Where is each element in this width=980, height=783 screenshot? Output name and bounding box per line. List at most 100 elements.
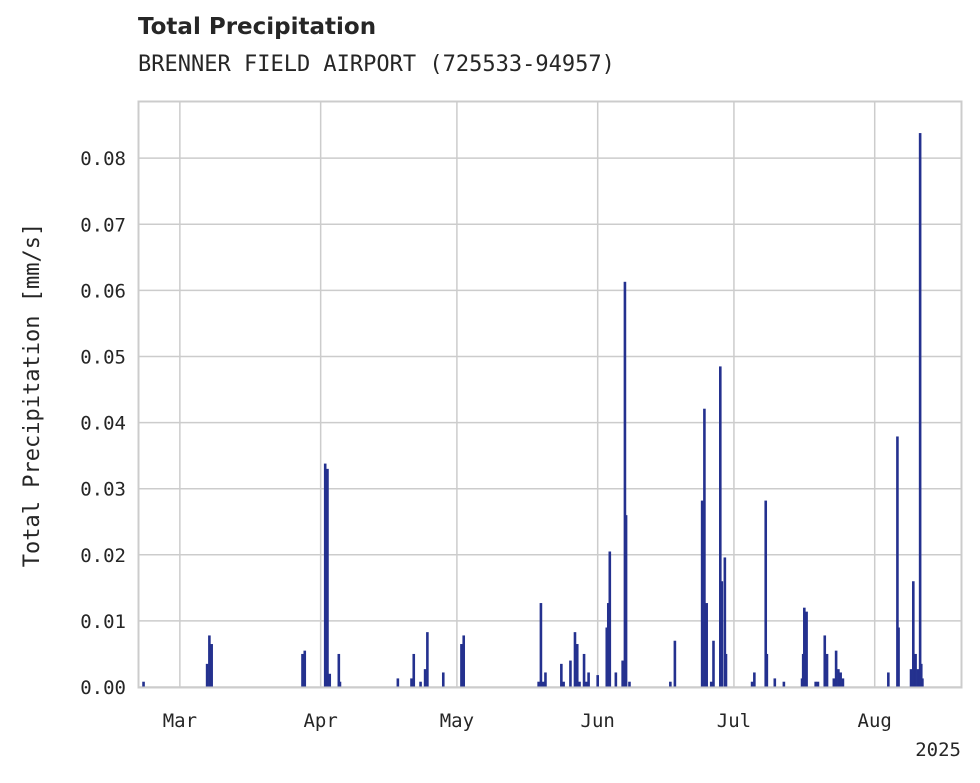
precipitation-bar xyxy=(460,644,463,687)
precipitation-bar xyxy=(396,678,400,687)
y-tick-label: 0.06 xyxy=(80,280,126,302)
precipitation-bar xyxy=(705,603,708,687)
grid-lines xyxy=(139,102,961,688)
precipitation-bar xyxy=(709,681,713,687)
precipitation-bar xyxy=(326,468,329,687)
precipitation-bar xyxy=(608,551,612,687)
precipitation-bar xyxy=(624,515,628,687)
x-tick-label: Mar xyxy=(163,710,197,732)
precipitation-bar xyxy=(919,663,923,687)
precipitation-bar xyxy=(887,672,890,687)
precipitation-bar xyxy=(303,650,307,687)
precipitation-bar xyxy=(539,603,543,687)
precipitation-bar xyxy=(825,653,829,687)
precipitation-bar xyxy=(410,678,413,687)
precipitation-bar xyxy=(765,653,769,687)
precipitation-bar xyxy=(328,673,332,687)
precipitation-bar xyxy=(301,653,304,687)
precipitation-bar xyxy=(897,627,900,687)
precipitation-bar xyxy=(724,653,728,687)
precipitation-bar xyxy=(909,669,913,687)
x-tick-label: Jul xyxy=(717,710,751,732)
x-tick-label: Aug xyxy=(858,710,892,732)
y-axis-label: Total Precipitation [mm/s] xyxy=(20,223,45,567)
precipitation-bar xyxy=(582,653,586,687)
precipitation-bar xyxy=(210,644,213,687)
precipitation-bar xyxy=(462,635,466,687)
precipitation-bar xyxy=(621,660,624,687)
precipitation-bar xyxy=(587,672,590,687)
precipitation-bar xyxy=(669,681,672,687)
precipitation-bar xyxy=(805,611,808,687)
precipitation-bar xyxy=(921,678,924,687)
precipitation-bar xyxy=(816,681,820,687)
precipitation-bar xyxy=(142,681,145,687)
precipitation-bar xyxy=(834,650,838,687)
y-tick-labels: 0.00 0.01 0.02 0.03 0.04 0.05 0.06 0.07 0.08 xyxy=(80,148,126,699)
precipitation-bar xyxy=(605,627,609,687)
precipitation-bar xyxy=(912,581,915,687)
y-tick-label: 0.01 xyxy=(80,611,126,633)
precipitation-bar xyxy=(585,681,588,687)
chart-title: Total Precipitation xyxy=(138,14,377,40)
precipitation-bar xyxy=(703,408,706,687)
precipitation-bar xyxy=(441,672,445,687)
precipitation-bar xyxy=(205,663,209,687)
precipitation-bar xyxy=(573,632,577,687)
x-tick-label: Jun xyxy=(581,710,615,732)
y-tick-label: 0.00 xyxy=(80,677,126,699)
y-tick-label: 0.03 xyxy=(80,479,126,501)
precipitation-bar xyxy=(700,500,704,687)
precipitation-bar xyxy=(426,632,429,687)
precipitation-bar xyxy=(837,669,840,687)
precipitation-bar xyxy=(628,681,631,687)
precipitation-bar xyxy=(544,672,547,687)
precipitation-bar xyxy=(839,672,842,687)
precipitation-bar xyxy=(814,681,817,687)
precipitation-bar xyxy=(623,281,627,687)
precipitation-bar xyxy=(764,500,768,687)
precipitation-bar xyxy=(823,635,827,687)
chart-subtitle: BRENNER FIELD AIRPORT (725533-94957) xyxy=(138,52,615,77)
precipitation-bar xyxy=(419,681,422,687)
precipitation-bar xyxy=(719,366,722,687)
precipitation-bar xyxy=(914,653,917,687)
precipitation-bar xyxy=(578,681,581,687)
precipitation-bar xyxy=(337,653,341,687)
precipitation-bar xyxy=(614,672,618,687)
precipitation-bar xyxy=(208,635,211,687)
precipitation-bar xyxy=(560,663,563,687)
precipitation-bars xyxy=(142,133,924,687)
precipitation-bar xyxy=(773,678,777,687)
precipitation-bar xyxy=(896,436,899,687)
precipitation-bar xyxy=(562,681,565,687)
precipitation-bar xyxy=(750,681,754,687)
precipitation-bar xyxy=(916,669,920,687)
precipitation-bar xyxy=(606,603,610,687)
precipitation-bar xyxy=(541,681,545,687)
y-tick-label: 0.07 xyxy=(80,214,126,236)
precipitation-bar xyxy=(803,607,806,687)
plot-frame xyxy=(137,100,963,689)
precipitation-bar xyxy=(673,640,677,687)
precipitation-bar xyxy=(712,640,715,687)
precipitation-bar xyxy=(323,463,327,687)
precipitation-bar xyxy=(338,681,342,687)
y-tick-label: 0.08 xyxy=(80,148,126,170)
precipitation-bar xyxy=(412,653,416,687)
x-axis-year-label: 2025 xyxy=(915,739,961,761)
x-tick-label: Apr xyxy=(303,710,337,732)
x-tick-label: May xyxy=(440,710,474,732)
y-tick-label: 0.05 xyxy=(80,346,126,368)
precipitation-bar xyxy=(832,678,836,687)
precipitation-bar xyxy=(537,681,540,687)
x-tick-labels: Mar Apr May Jun Jul Aug xyxy=(163,710,892,732)
y-tick-label: 0.02 xyxy=(80,545,126,567)
precipitation-bar xyxy=(918,133,922,687)
precipitation-bar xyxy=(575,644,579,687)
precipitation-bar xyxy=(596,675,599,687)
precipitation-bar xyxy=(753,672,756,687)
precipitation-bar xyxy=(782,681,786,687)
precipitation-bar xyxy=(723,557,727,687)
